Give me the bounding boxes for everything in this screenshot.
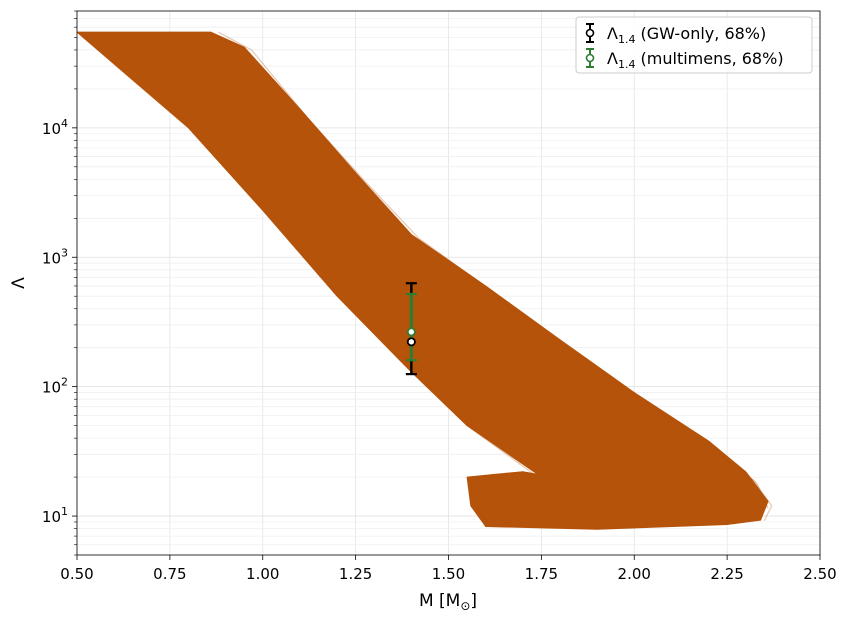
x-axis-label-sub: ⊙: [460, 599, 470, 613]
band-faint-curve: [206, 31, 773, 521]
x-tick-label: 1.00: [246, 565, 279, 583]
band-faint-curve: [410, 369, 536, 481]
y-tick-label: 103: [42, 246, 68, 267]
x-axis-label: M [M⊙]: [419, 591, 477, 613]
legend-label: Λ1.4 (GW-only, 68%): [607, 24, 766, 46]
band-fill: [77, 31, 769, 530]
errorbar-point: [406, 327, 416, 337]
x-tick-label: 1.75: [525, 565, 558, 583]
x-tick-label: 0.75: [153, 565, 186, 583]
y-tick-label: 101: [42, 505, 68, 526]
legend: Λ1.4 (GW-only, 68%) Λ1.4 (multimens, 68%): [575, 16, 813, 74]
x-tick-label: 2.25: [710, 565, 743, 583]
error-bars: [405, 282, 417, 376]
x-tick-label: 2.00: [618, 565, 651, 583]
y-tick-label: 102: [42, 376, 68, 397]
band-faint-curve: [217, 31, 769, 509]
x-tick-label: 1.25: [339, 565, 372, 583]
y-axis-label: Λ: [9, 277, 29, 289]
legend-item-multimens: Λ1.4 (multimens, 68%): [585, 48, 784, 71]
errorbar-multimens: [405, 292, 417, 362]
y-axis: 101 102 103 104: [42, 10, 77, 556]
legend-box: [575, 16, 813, 74]
legend-marker-point: [585, 53, 595, 63]
legend-item-gw-only: Λ1.4 (GW-only, 68%): [585, 23, 766, 46]
legend-marker-point: [585, 28, 595, 38]
x-axis: 0.50 0.75 1.00 1.25 1.50 1.75 2.00 2.25 2.50: [60, 555, 837, 583]
eos-band: [77, 31, 773, 530]
x-tick-label: 1.50: [432, 565, 465, 583]
y-tick-label: 104: [42, 117, 68, 138]
x-tick-label: 2.50: [803, 565, 836, 583]
errorbar-point: [406, 337, 416, 347]
legend-label: Λ1.4 (multimens, 68%): [607, 49, 784, 71]
x-tick-label: 0.50: [60, 565, 93, 583]
